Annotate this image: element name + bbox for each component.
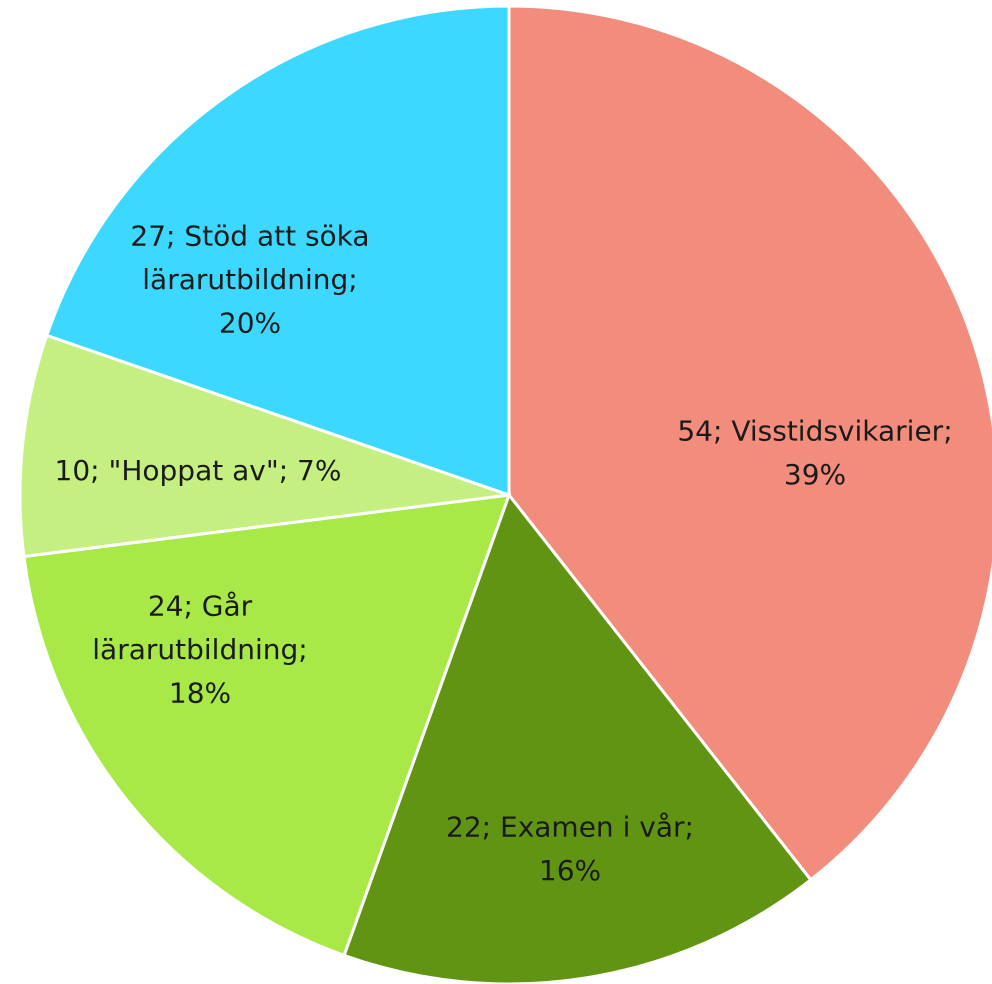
- data-label: 27; Stöd att söka: [130, 220, 369, 253]
- data-label: lärarutbildning;: [142, 263, 357, 296]
- pie-slice: [342, 491, 813, 984]
- data-label: 16%: [539, 854, 601, 887]
- pie-slice: [44, 4, 511, 498]
- data-label: 39%: [784, 458, 846, 491]
- pie-slice: [18, 333, 510, 559]
- data-label: lärarutbildning;: [92, 633, 307, 666]
- pie-slice: [22, 493, 512, 958]
- data-label: 20%: [219, 307, 281, 340]
- data-label: 18%: [169, 677, 231, 710]
- data-label: 10; "Hoppat av"; 7%: [55, 454, 342, 487]
- data-label: 54; Visstidsvikarier;: [677, 414, 952, 447]
- data-label: 24; Går: [148, 590, 253, 623]
- data-label: 22; Examen i vår;: [446, 810, 694, 843]
- pie-slice: [507, 4, 992, 882]
